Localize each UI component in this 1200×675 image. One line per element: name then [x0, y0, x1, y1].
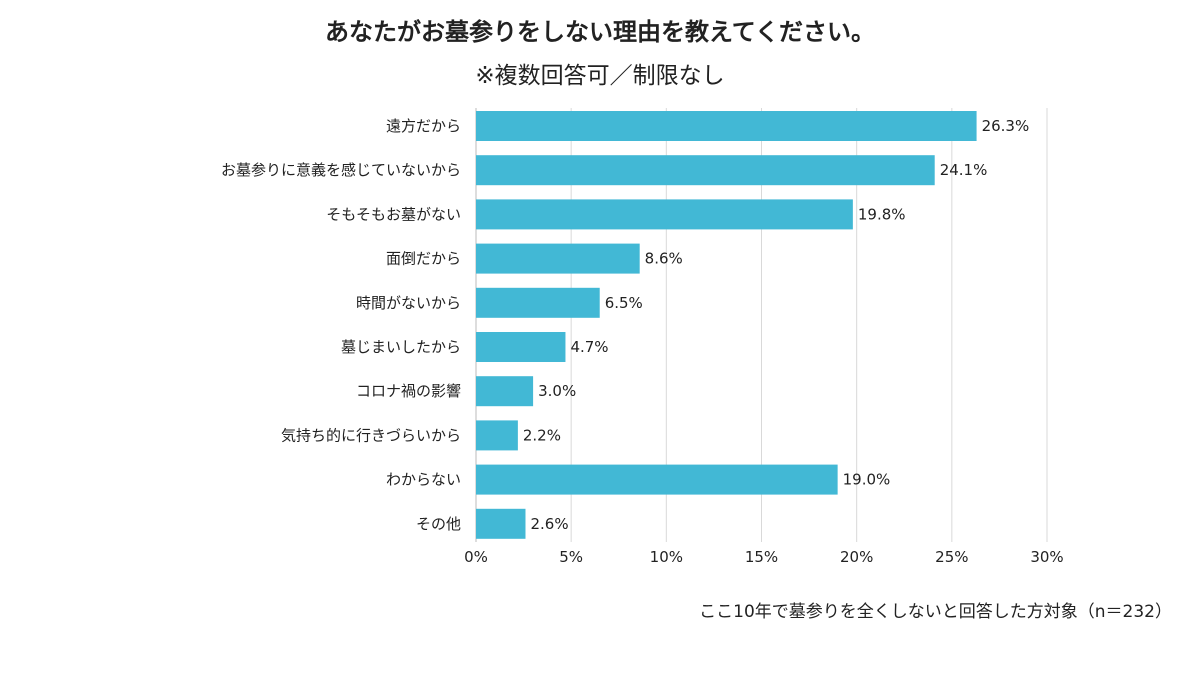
data-label: 26.3% — [982, 117, 1030, 135]
sample-note: ここ10年で墓参りを全くしないと回答した方対象（n＝232） — [699, 602, 1172, 622]
bar — [476, 111, 977, 141]
data-label: 2.2% — [523, 426, 561, 444]
category-label: 時間がないから — [356, 294, 461, 312]
data-label: 19.8% — [858, 205, 906, 223]
bar — [476, 155, 935, 186]
category-label: コロナ禍の影響 — [356, 382, 461, 400]
category-label: そもそもお墓がない — [326, 205, 461, 223]
x-tick-label: 15% — [745, 548, 778, 566]
x-tick-label: 0% — [464, 548, 488, 566]
bar — [476, 287, 600, 318]
bar — [476, 464, 838, 495]
category-label: 気持ち的に行きづらいから — [281, 426, 461, 444]
bar — [476, 199, 853, 230]
x-tick-label: 10% — [650, 548, 683, 566]
x-tick-label: 30% — [1030, 548, 1063, 566]
data-label: 4.7% — [570, 338, 608, 356]
category-label: その他 — [416, 515, 461, 533]
data-label: 6.5% — [605, 294, 643, 312]
data-label: 3.0% — [538, 382, 576, 400]
bar — [476, 508, 526, 539]
category-label: 遠方だから — [386, 117, 461, 135]
category-label: 面倒だから — [386, 250, 461, 268]
data-label: 24.1% — [940, 161, 988, 179]
chart-title: あなたがお墓参りをしない理由を教えてください。 — [324, 18, 876, 46]
data-label: 2.6% — [530, 515, 568, 533]
bar — [476, 243, 640, 274]
x-tick-label: 20% — [840, 548, 873, 566]
category-label: お墓参りに意義を感じていないから — [221, 161, 461, 179]
data-label: 19.0% — [843, 471, 891, 489]
category-label: わからない — [386, 471, 461, 489]
x-tick-label: 5% — [559, 548, 583, 566]
data-label: 8.6% — [645, 250, 683, 268]
x-tick-label: 25% — [935, 548, 968, 566]
chart-subtitle: ※複数回答可／制限なし — [475, 63, 725, 89]
bar — [476, 332, 566, 362]
category-label: 墓じまいしたから — [341, 338, 461, 356]
bar — [476, 376, 534, 407]
bar — [476, 420, 518, 451]
